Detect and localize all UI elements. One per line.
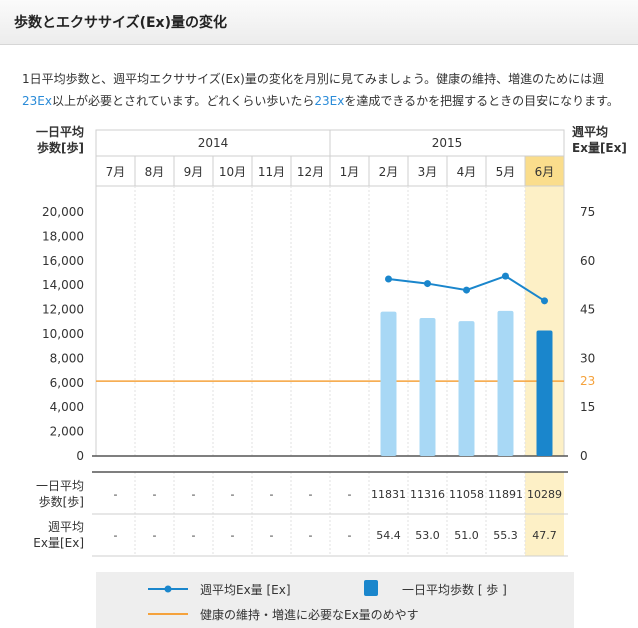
table-ex-value: - bbox=[270, 529, 274, 542]
table-ex-value: - bbox=[348, 529, 352, 542]
ex-point bbox=[463, 286, 470, 294]
steps-bar bbox=[380, 311, 397, 456]
legend-line-marker bbox=[164, 585, 172, 593]
table-row2-label: 週平均 bbox=[48, 520, 84, 534]
target-label: 23 bbox=[580, 374, 595, 388]
left-tick-label: 18,000 bbox=[42, 229, 84, 243]
legend-bar-label: 一日平均歩数 [ 歩 ] bbox=[402, 583, 507, 597]
left-tick-label: 14,000 bbox=[42, 278, 84, 292]
table-steps-value: 11316 bbox=[410, 488, 445, 501]
table-ex-value: - bbox=[192, 529, 196, 542]
steps-bar bbox=[419, 317, 436, 456]
highlight-month-header bbox=[525, 156, 564, 186]
intro-line-2: 23Ex以上が必要とされています。どれくらい歩いたら23Exを達成できるかを把握… bbox=[22, 90, 632, 112]
table-ex-value: 51.0 bbox=[454, 529, 479, 542]
year-label: 2015 bbox=[432, 136, 463, 150]
left-tick-label: 6,000 bbox=[50, 376, 84, 390]
table-ex-value: 47.7 bbox=[532, 529, 557, 542]
month-label: 5月 bbox=[496, 165, 516, 179]
table-steps-value: - bbox=[309, 488, 313, 501]
legend: 週平均Ex量 [Ex] 一日平均歩数 [ 歩 ] 健康の維持・増進に必要なEx量… bbox=[96, 572, 574, 628]
month-label: 7月 bbox=[106, 165, 126, 179]
table-row1-label: 歩数[歩] bbox=[39, 494, 84, 509]
left-tick-label: 4,000 bbox=[50, 400, 84, 414]
intro-text: 1日平均歩数と、週平均エクササイズ(Ex)量の変化を月別に見てみましょう。健康の… bbox=[22, 68, 632, 112]
table-ex-value: 55.3 bbox=[493, 529, 518, 542]
right-tick-label: 45 bbox=[580, 303, 595, 317]
table-ex-value: - bbox=[153, 529, 157, 542]
left-tick-label: 8,000 bbox=[50, 351, 84, 365]
intro-target-1: 23Ex bbox=[22, 94, 52, 108]
month-label: 1月 bbox=[340, 165, 360, 179]
table-row1-label: 一日平均 bbox=[36, 479, 84, 493]
table-row2-label: Ex量[Ex] bbox=[33, 536, 84, 550]
legend-bar-symbol bbox=[364, 580, 378, 596]
month-label: 8月 bbox=[145, 165, 165, 179]
right-tick-label: 30 bbox=[580, 351, 595, 365]
right-axis-title: Ex量[Ex] bbox=[572, 141, 627, 155]
steps-bar bbox=[497, 310, 514, 456]
table-steps-value: 11831 bbox=[371, 488, 406, 501]
left-tick-label: 12,000 bbox=[42, 303, 84, 317]
table-steps-value: - bbox=[153, 488, 157, 501]
left-tick-label: 0 bbox=[76, 449, 84, 463]
right-axis-title: 週平均 bbox=[572, 124, 608, 139]
month-label: 2月 bbox=[379, 165, 399, 179]
left-axis-title: 歩数[歩] bbox=[37, 140, 84, 155]
table-steps-value: 11058 bbox=[449, 488, 484, 501]
table-ex-value: 54.4 bbox=[376, 529, 401, 542]
intro-target-2: 23Ex bbox=[314, 94, 345, 108]
legend-target-label: 健康の維持・増進に必要なEx量のめやす bbox=[200, 608, 419, 622]
table-steps-value: - bbox=[270, 488, 274, 501]
right-tick-label: 15 bbox=[580, 400, 595, 414]
table-steps-value: - bbox=[348, 488, 352, 501]
table-steps-value: - bbox=[192, 488, 196, 501]
month-label: 10月 bbox=[219, 165, 246, 179]
right-tick-label: 75 bbox=[580, 205, 595, 219]
left-axis-title: 一日平均 bbox=[36, 124, 84, 139]
month-label: 4月 bbox=[457, 165, 477, 179]
month-label: 11月 bbox=[258, 165, 285, 179]
month-label: 12月 bbox=[297, 165, 324, 179]
table-ex-value: 53.0 bbox=[415, 529, 440, 542]
left-tick-label: 10,000 bbox=[42, 327, 84, 341]
intro-line-1: 1日平均歩数と、週平均エクササイズ(Ex)量の変化を月別に見てみましょう。健康の… bbox=[22, 72, 605, 86]
right-tick-label: 60 bbox=[580, 254, 595, 268]
ex-point bbox=[424, 280, 431, 288]
table-steps-value: - bbox=[231, 488, 235, 501]
month-label: 9月 bbox=[184, 165, 204, 179]
left-tick-label: 2,000 bbox=[50, 425, 84, 439]
table-ex-value: - bbox=[114, 529, 118, 542]
ex-point bbox=[385, 275, 392, 283]
table-ex-value: - bbox=[309, 529, 313, 542]
right-tick-label: 0 bbox=[580, 449, 588, 463]
steps-bar bbox=[458, 321, 475, 456]
legend-line-label: 週平均Ex量 [Ex] bbox=[200, 583, 291, 597]
month-label: 6月 bbox=[535, 165, 555, 179]
year-label: 2014 bbox=[198, 136, 229, 150]
page-title: 歩数とエクササイズ(Ex)量の変化 bbox=[14, 15, 227, 31]
table-ex-value: - bbox=[231, 529, 235, 542]
left-tick-label: 20,000 bbox=[42, 205, 84, 219]
ex-point bbox=[541, 297, 548, 305]
month-label: 3月 bbox=[418, 165, 438, 179]
ex-point bbox=[502, 272, 509, 280]
intro-line-2-end: を達成できるかを把握するときの目安になります。 bbox=[344, 94, 619, 108]
left-tick-label: 16,000 bbox=[42, 254, 84, 268]
table-steps-value: 11891 bbox=[488, 488, 523, 501]
page-header: 歩数とエクササイズ(Ex)量の変化 bbox=[0, 0, 638, 45]
steps-bar bbox=[536, 330, 553, 456]
intro-line-2-mid: 以上が必要とされています。どれくらい歩いたら bbox=[51, 94, 315, 108]
table-steps-value: 10289 bbox=[527, 488, 562, 501]
table-steps-value: - bbox=[114, 488, 118, 501]
legend-symbols bbox=[148, 580, 378, 615]
